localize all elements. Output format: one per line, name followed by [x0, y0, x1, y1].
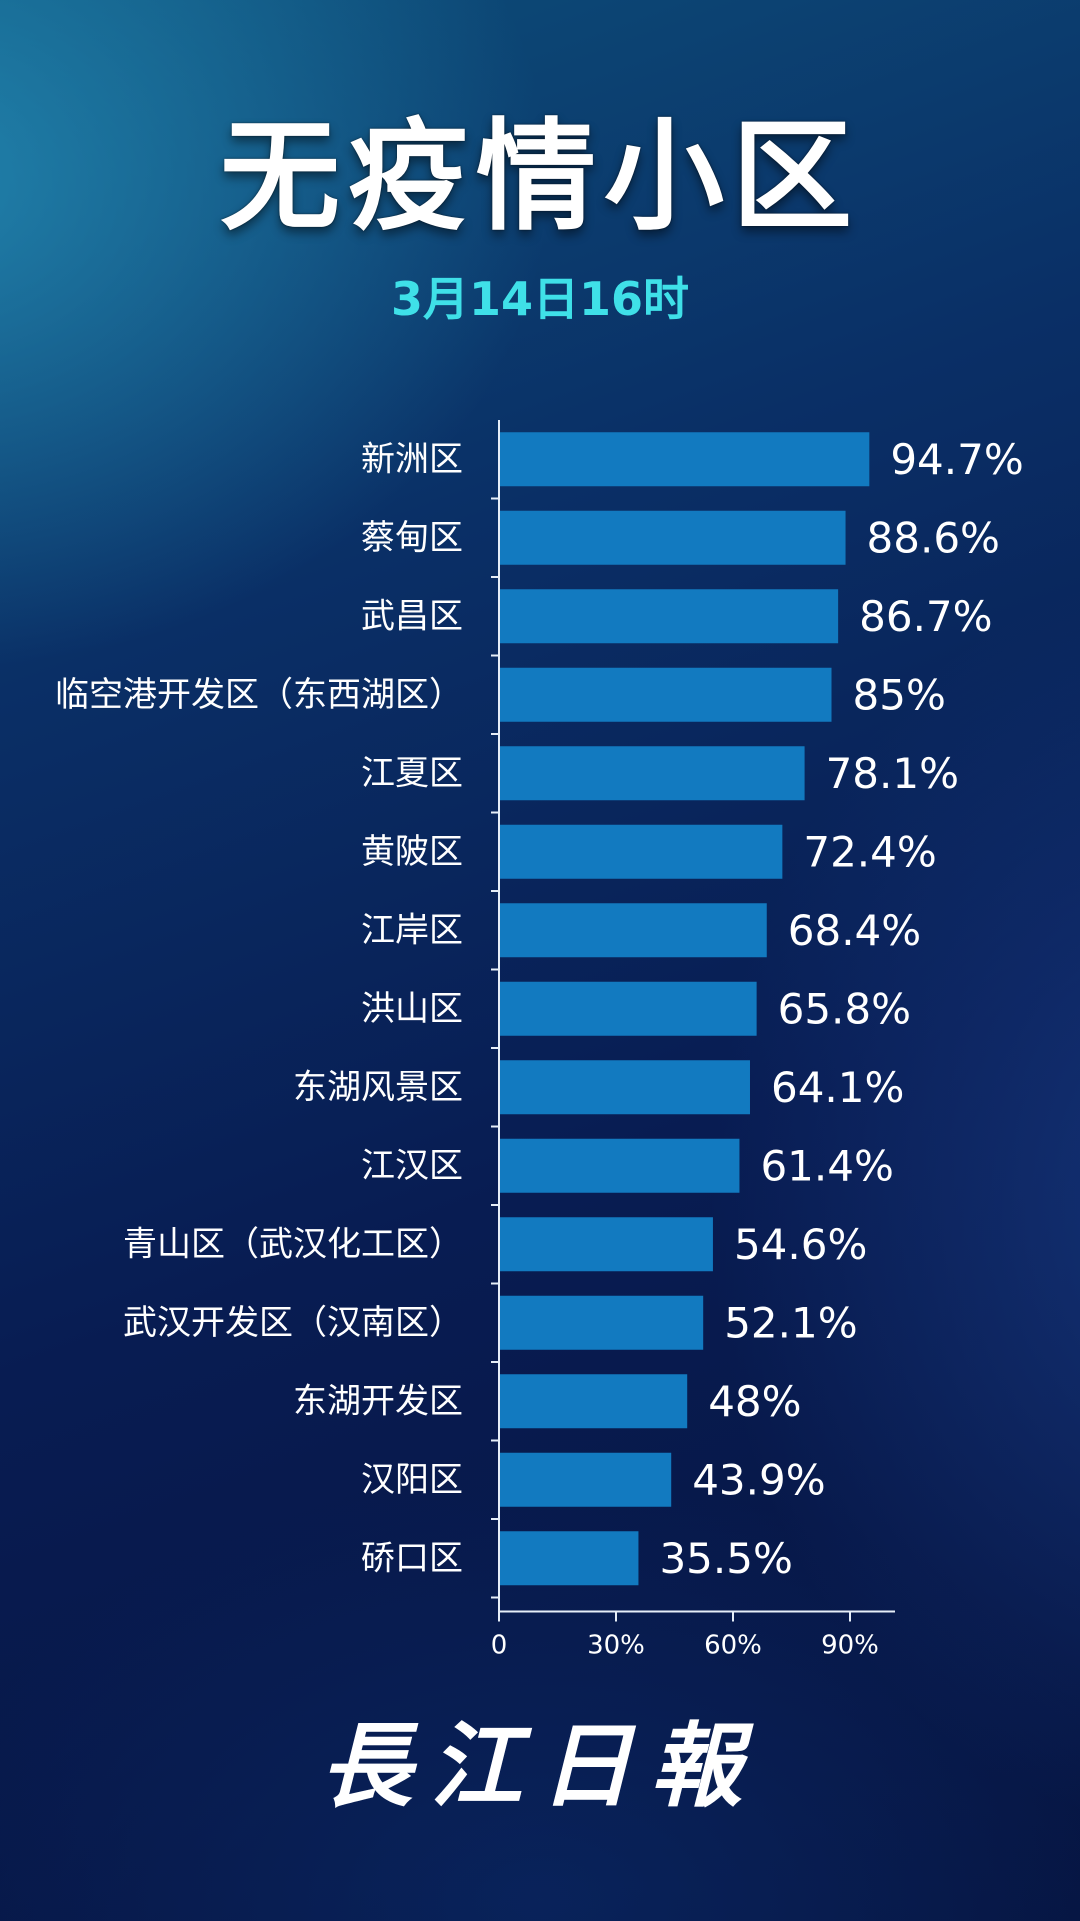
category-label: 江岸区	[361, 910, 463, 950]
category-label: 东湖开发区	[293, 1381, 463, 1421]
bar	[500, 981, 757, 1036]
bar	[500, 1138, 740, 1193]
bar	[500, 903, 767, 958]
category-label: 青山区（武汉化工区）	[123, 1224, 463, 1264]
chart-title: 无疫情小区	[220, 108, 860, 247]
data-label: 88.6%	[867, 513, 1000, 562]
data-label: 72.4%	[803, 827, 936, 876]
bar	[500, 1295, 704, 1350]
bar	[500, 432, 870, 487]
category-label: 新洲区	[361, 439, 463, 479]
data-label: 43.9%	[692, 1455, 825, 1504]
category-label: 临空港开发区（东西湖区）	[55, 675, 463, 715]
data-label: 52.1%	[724, 1298, 857, 1347]
x-tick-label: 0	[491, 1631, 508, 1661]
data-label: 94.7%	[890, 435, 1023, 484]
bar	[500, 589, 839, 644]
x-tick-label: 30%	[587, 1631, 645, 1661]
chart-subtitle: 3月14日16时	[390, 272, 690, 326]
category-label: 汉阳区	[361, 1460, 463, 1500]
data-label: 48%	[708, 1377, 801, 1426]
category-label: 武昌区	[361, 596, 463, 636]
data-label: 68.4%	[788, 906, 921, 955]
data-label: 86.7%	[859, 592, 992, 641]
data-label: 78.1%	[826, 749, 959, 798]
category-label: 江汉区	[361, 1146, 463, 1186]
category-label: 武汉开发区（汉南区）	[123, 1303, 463, 1343]
data-label: 64.1%	[771, 1063, 904, 1112]
category-label: 蔡甸区	[361, 518, 463, 558]
x-tick-label: 90%	[821, 1631, 879, 1661]
x-tick-label: 60%	[704, 1631, 762, 1661]
bar	[500, 746, 805, 801]
data-label: 35.5%	[659, 1534, 792, 1583]
category-label: 黄陂区	[361, 832, 463, 872]
data-label: 65.8%	[778, 984, 911, 1033]
data-label: 61.4%	[760, 1141, 893, 1190]
category-label: 江夏区	[361, 753, 463, 793]
category-label: 东湖风景区	[293, 1067, 463, 1107]
bar	[500, 1452, 672, 1507]
data-label: 85%	[853, 670, 946, 719]
bar	[500, 1374, 688, 1429]
bar	[500, 1217, 713, 1272]
data-label: 54.6%	[734, 1220, 867, 1269]
bar	[500, 824, 783, 879]
category-label: 洪山区	[361, 989, 463, 1029]
bar	[500, 1060, 750, 1115]
bar	[500, 1531, 639, 1586]
bar	[500, 510, 846, 565]
category-label: 硚口区	[361, 1538, 463, 1578]
brand-logo: 長江日報	[319, 1712, 760, 1820]
bar	[500, 667, 832, 722]
